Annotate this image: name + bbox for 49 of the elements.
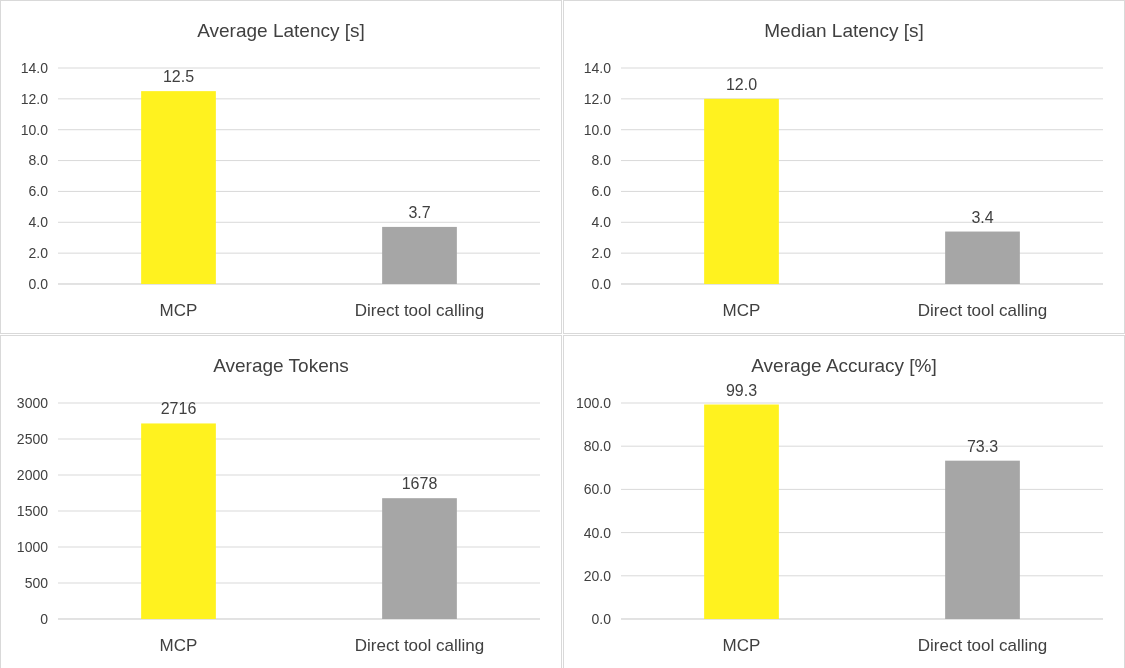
x-tick-label: MCP xyxy=(159,301,198,320)
y-tick-label: 0 xyxy=(40,610,49,627)
x-tick-label: Direct tool calling xyxy=(354,636,485,655)
data-label: 3.7 xyxy=(408,203,431,221)
y-tick-label: 14.0 xyxy=(583,59,612,76)
y-tick-label: 20.0 xyxy=(583,567,612,584)
chart-title: Average Latency [s] xyxy=(197,20,365,41)
chart-title: Median Latency [s] xyxy=(764,20,924,41)
y-tick-label: 1000 xyxy=(16,538,49,555)
y-tick-label: 6.0 xyxy=(28,183,49,200)
data-label: 99.3 xyxy=(725,381,758,399)
y-tick-label: 12.0 xyxy=(20,90,49,107)
chart-title: Average Tokens xyxy=(213,355,349,376)
x-tick-label: Direct tool calling xyxy=(354,301,485,320)
y-tick-label: 4.0 xyxy=(28,214,49,231)
y-tick-label: 8.0 xyxy=(28,152,49,169)
y-tick-label: 10.0 xyxy=(20,121,49,138)
x-tick-label: Direct tool calling xyxy=(917,301,1048,320)
data-label: 73.3 xyxy=(966,437,999,455)
x-tick-label: MCP xyxy=(722,301,761,320)
y-tick-label: 2500 xyxy=(16,430,49,447)
y-tick-label: 2000 xyxy=(16,466,49,483)
y-tick-label: 100.0 xyxy=(575,394,612,411)
y-tick-label: 0.0 xyxy=(28,275,49,292)
data-label: 1678 xyxy=(401,475,438,493)
y-tick-label: 1500 xyxy=(16,502,49,519)
data-label: 2716 xyxy=(160,400,197,418)
data-label: 12.0 xyxy=(725,75,758,93)
y-tick-label: 10.0 xyxy=(583,121,612,138)
y-tick-label: 12.0 xyxy=(583,90,612,107)
data-label: 3.4 xyxy=(971,208,994,226)
y-tick-label: 500 xyxy=(24,574,49,591)
y-tick-label: 2.0 xyxy=(591,245,612,262)
y-tick-label: 4.0 xyxy=(591,214,612,231)
x-tick-label: Direct tool calling xyxy=(917,636,1048,655)
chart-title: Average Accuracy [%] xyxy=(751,355,937,376)
y-tick-label: 2.0 xyxy=(28,245,49,262)
x-tick-label: MCP xyxy=(722,636,761,655)
data-label: 12.5 xyxy=(162,68,195,86)
x-tick-label: MCP xyxy=(159,636,198,655)
y-tick-label: 60.0 xyxy=(583,481,612,498)
y-tick-label: 0.0 xyxy=(591,610,612,627)
y-tick-label: 80.0 xyxy=(583,438,612,455)
y-tick-label: 40.0 xyxy=(583,524,612,541)
y-tick-label: 0.0 xyxy=(591,275,612,292)
y-tick-label: 8.0 xyxy=(591,152,612,169)
y-tick-label: 6.0 xyxy=(591,183,612,200)
y-tick-label: 14.0 xyxy=(20,59,49,76)
y-tick-label: 3000 xyxy=(16,394,49,411)
